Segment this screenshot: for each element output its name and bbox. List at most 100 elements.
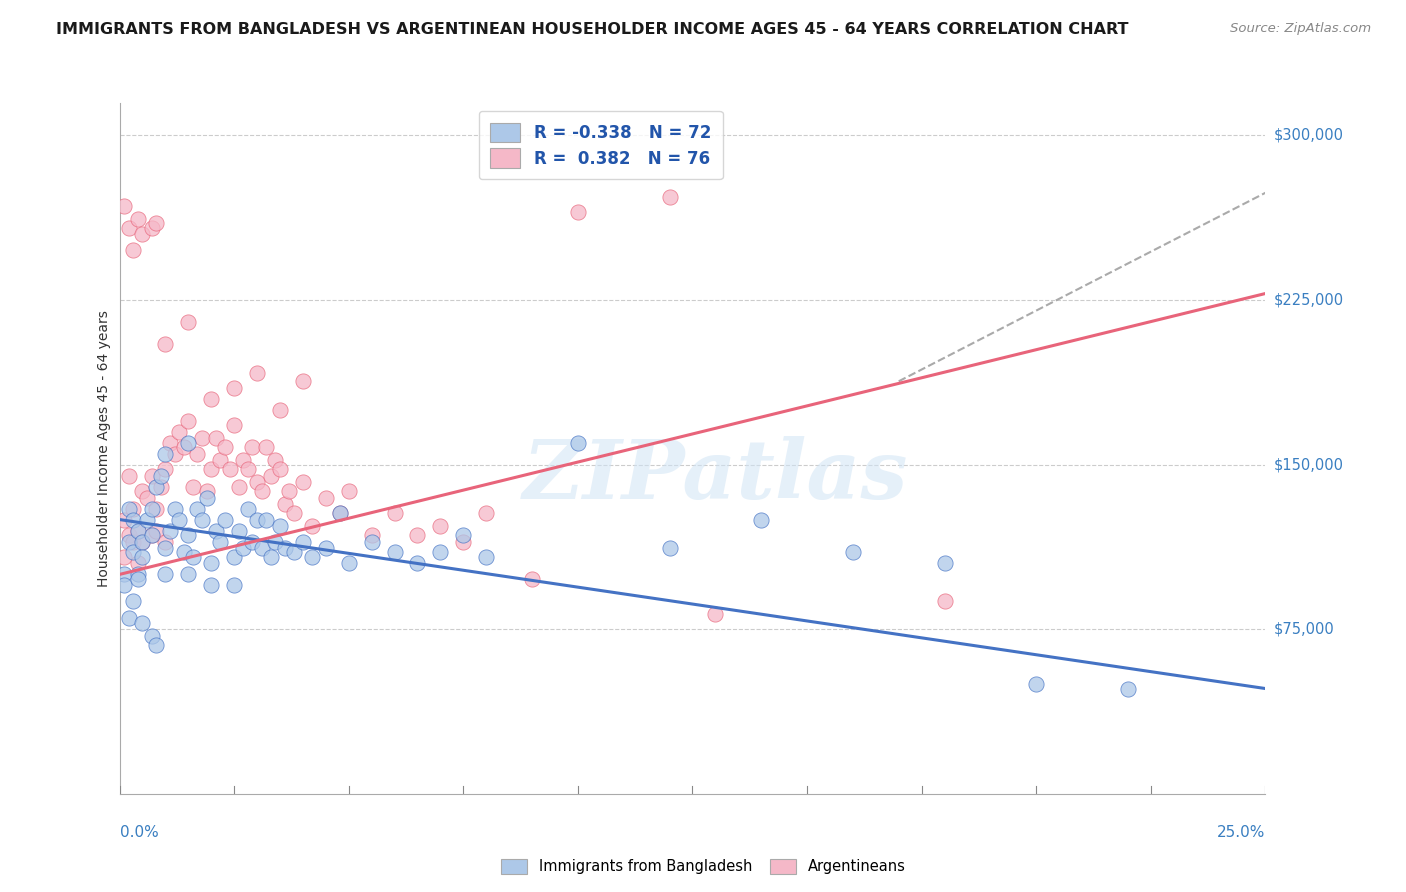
Point	[186, 501, 208, 516]
Point	[209, 453, 232, 467]
Point	[141, 220, 163, 235]
Point	[269, 402, 291, 417]
Point	[131, 549, 153, 564]
Point	[315, 541, 337, 555]
Point	[246, 366, 269, 380]
Point	[232, 453, 254, 467]
Point	[429, 519, 451, 533]
Point	[112, 578, 135, 592]
Point	[155, 337, 177, 351]
Point	[145, 501, 167, 516]
Point	[567, 435, 589, 450]
Point	[181, 480, 204, 494]
Point	[250, 483, 273, 498]
Point	[112, 199, 135, 213]
Point	[141, 629, 163, 643]
Point	[200, 578, 222, 592]
Point	[209, 534, 232, 549]
Point	[145, 216, 167, 230]
Point	[264, 534, 287, 549]
Point	[177, 567, 200, 582]
Point	[222, 578, 246, 592]
Point	[122, 243, 145, 257]
Point	[475, 506, 498, 520]
Point	[242, 440, 264, 454]
Point	[1116, 681, 1139, 696]
Point	[177, 435, 200, 450]
Point	[250, 541, 273, 555]
Point	[136, 512, 159, 526]
Point	[127, 524, 149, 538]
Point	[204, 524, 226, 538]
Point	[328, 506, 350, 520]
Point	[315, 491, 337, 505]
Point	[567, 205, 589, 219]
Point	[453, 534, 475, 549]
Point	[269, 519, 291, 533]
Point	[155, 462, 177, 476]
Point	[118, 501, 141, 516]
Point	[273, 541, 295, 555]
Text: 25.0%: 25.0%	[1218, 825, 1265, 840]
Point	[186, 447, 208, 461]
Point	[122, 501, 145, 516]
Point	[269, 462, 291, 476]
Point	[475, 549, 498, 564]
Text: Source: ZipAtlas.com: Source: ZipAtlas.com	[1230, 22, 1371, 36]
Point	[228, 480, 250, 494]
Point	[127, 211, 149, 226]
Point	[301, 549, 323, 564]
Point	[749, 512, 772, 526]
Point	[112, 567, 135, 582]
Point	[141, 528, 163, 542]
Point	[200, 392, 222, 406]
Point	[131, 534, 153, 549]
Point	[131, 534, 153, 549]
Point	[360, 534, 382, 549]
Point	[273, 497, 295, 511]
Y-axis label: Householder Income Ages 45 - 64 years: Householder Income Ages 45 - 64 years	[97, 310, 111, 587]
Point	[222, 381, 246, 395]
Point	[167, 425, 190, 439]
Point	[214, 512, 236, 526]
Text: $75,000: $75,000	[1274, 622, 1334, 637]
Text: 0.0%: 0.0%	[120, 825, 159, 840]
Point	[246, 475, 269, 490]
Legend: R = -0.338   N = 72, R =  0.382   N = 76: R = -0.338 N = 72, R = 0.382 N = 76	[479, 111, 723, 179]
Point	[118, 528, 141, 542]
Text: $300,000: $300,000	[1274, 128, 1344, 143]
Point	[360, 528, 382, 542]
Point	[260, 468, 283, 483]
Point	[200, 462, 222, 476]
Point	[177, 315, 200, 329]
Point	[222, 549, 246, 564]
Point	[260, 549, 283, 564]
Point	[328, 506, 350, 520]
Point	[155, 541, 177, 555]
Point	[163, 501, 186, 516]
Point	[658, 190, 681, 204]
Point	[232, 541, 254, 555]
Legend: Immigrants from Bangladesh, Argentineans: Immigrants from Bangladesh, Argentineans	[495, 853, 911, 880]
Point	[141, 528, 163, 542]
Point	[520, 572, 543, 586]
Point	[254, 512, 277, 526]
Point	[384, 545, 406, 559]
Point	[429, 545, 451, 559]
Point	[122, 534, 145, 549]
Point	[118, 534, 141, 549]
Point	[118, 611, 141, 625]
Point	[141, 501, 163, 516]
Point	[1025, 677, 1047, 691]
Point	[704, 607, 727, 621]
Point	[118, 220, 141, 235]
Point	[149, 468, 172, 483]
Point	[112, 549, 135, 564]
Point	[155, 567, 177, 582]
Point	[191, 512, 214, 526]
Point	[934, 557, 956, 571]
Text: ZIPatlas: ZIPatlas	[523, 436, 908, 516]
Point	[291, 374, 314, 388]
Point	[278, 483, 301, 498]
Point	[264, 453, 287, 467]
